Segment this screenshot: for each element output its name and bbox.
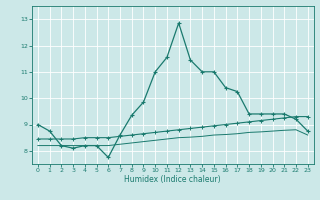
X-axis label: Humidex (Indice chaleur): Humidex (Indice chaleur)	[124, 175, 221, 184]
